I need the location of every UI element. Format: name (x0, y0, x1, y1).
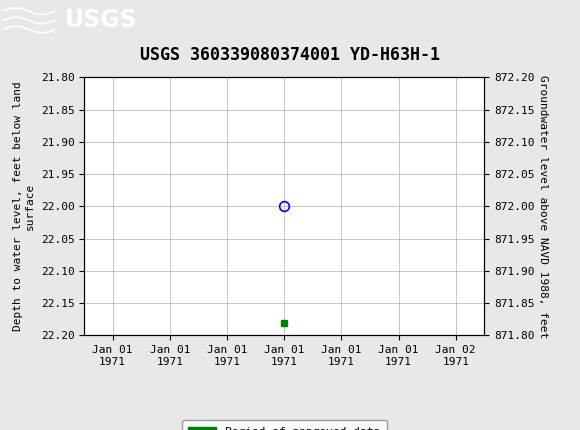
Y-axis label: Groundwater level above NAVD 1988, feet: Groundwater level above NAVD 1988, feet (538, 75, 549, 338)
Text: USGS 360339080374001 YD-H63H-1: USGS 360339080374001 YD-H63H-1 (140, 46, 440, 64)
Text: USGS: USGS (65, 9, 138, 32)
Legend: Period of approved data: Period of approved data (182, 420, 387, 430)
Y-axis label: Depth to water level, feet below land
surface: Depth to water level, feet below land su… (13, 82, 35, 331)
